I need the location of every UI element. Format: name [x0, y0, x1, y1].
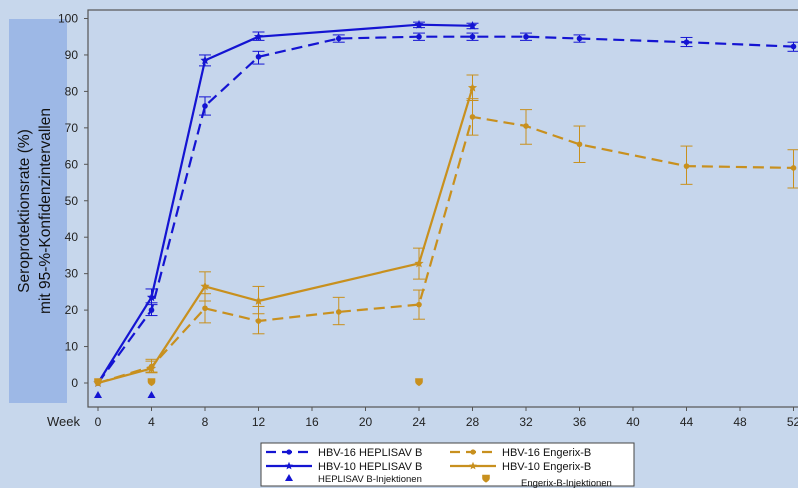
data-point [683, 39, 690, 45]
legend-label-1: HBV-10 HEPLISAV B [318, 461, 422, 473]
y-tick-label: 80 [65, 84, 79, 98]
legend-marker-3 [469, 461, 477, 470]
y-tick-label: 70 [65, 121, 79, 135]
legend-label-2: HBV-16 Engerix-B [502, 447, 591, 459]
x-tick-label: 44 [680, 415, 694, 429]
data-point [146, 292, 157, 302]
y-tick-label: 50 [65, 194, 79, 208]
series-line [97, 115, 794, 385]
x-tick-label: 40 [626, 415, 640, 429]
data-point [335, 309, 342, 315]
data-point [576, 141, 583, 148]
y-tick-label: 10 [65, 340, 79, 354]
series-line [97, 23, 473, 384]
legend-label-engerix-injections: Engerix-B-Injektionen [521, 478, 612, 488]
y-tick-label: 0 [71, 376, 78, 390]
injection-marker-heplisav [94, 391, 102, 398]
legend-label-heplisav-injections: HEPLISAV B-Injektionen [318, 474, 422, 485]
data-point [523, 33, 529, 40]
data-point [148, 307, 155, 313]
y-tick-label: 30 [65, 267, 79, 281]
legend-label-0: HBV-16 HEPLISAV B [318, 447, 422, 459]
data-point [576, 35, 583, 42]
data-point [200, 281, 210, 291]
data-point [790, 43, 797, 50]
y-tick-label: 100 [58, 12, 78, 26]
data-point [414, 19, 424, 29]
x-tick-label: 24 [412, 415, 426, 429]
data-point [523, 123, 529, 129]
series-3 [93, 74, 479, 387]
ylabel-panel [9, 19, 67, 403]
x-tick-label: 36 [573, 415, 587, 429]
data-point [200, 55, 210, 65]
x-tick-label: 48 [733, 415, 747, 429]
data-point [469, 114, 476, 120]
y-axis-label-line1: Seroprotektionsrate (%) [16, 129, 33, 293]
y-tick-label: 90 [65, 48, 79, 62]
data-point [467, 82, 478, 92]
legend-shield-icon [482, 474, 490, 483]
x-tick-label: 8 [202, 415, 209, 429]
x-axis-label: Week [47, 414, 80, 429]
data-point [469, 33, 476, 40]
y-tick-label: 40 [65, 230, 79, 244]
legend-marker-2 [470, 449, 476, 455]
data-point [414, 258, 424, 268]
data-point [202, 103, 208, 109]
data-point [255, 318, 262, 324]
x-tick-label: 20 [359, 415, 373, 429]
legend-box [260, 442, 635, 487]
y-tick-label: 20 [65, 303, 79, 317]
data-point [253, 31, 264, 41]
injection-marker-engerix [415, 378, 423, 387]
data-point [146, 363, 157, 373]
data-point [416, 301, 422, 308]
legend-marker-0 [286, 449, 292, 455]
data-point [683, 163, 690, 169]
x-tick-label: 12 [252, 415, 266, 429]
legend-triangle-icon [285, 474, 293, 481]
injection-marker-heplisav [147, 391, 156, 398]
y-axis-label-line2: mit 95-%-Konfidenzintervallen [37, 108, 54, 314]
x-tick-label: 52 [787, 415, 798, 429]
data-point [253, 296, 264, 305]
legend-label-3: HBV-10 Engerix-B [502, 461, 591, 473]
plot-area [87, 9, 798, 408]
x-tick-label: 28 [466, 415, 480, 429]
injection-marker-engerix [147, 378, 156, 387]
data-point [790, 165, 797, 171]
legend-marker-1 [285, 461, 293, 470]
data-point [255, 53, 262, 60]
x-tick-label: 32 [519, 415, 533, 429]
x-tick-label: 4 [148, 415, 155, 429]
data-point [416, 33, 422, 40]
y-tick-label: 60 [65, 157, 79, 171]
x-tick-label: 0 [95, 415, 102, 429]
data-point [202, 305, 208, 312]
injection-marker-engerix [94, 378, 102, 387]
data-point [335, 35, 342, 42]
x-tick-label: 16 [305, 415, 319, 429]
data-point [467, 20, 478, 30]
series-line [97, 87, 474, 385]
